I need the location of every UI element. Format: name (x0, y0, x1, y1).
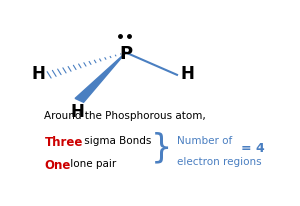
Text: Number of: Number of (177, 136, 232, 146)
Text: One: One (44, 158, 71, 171)
Text: electron regions: electron regions (177, 156, 262, 166)
Text: H: H (181, 65, 194, 83)
Text: = 4: = 4 (241, 141, 265, 154)
Text: lone pair: lone pair (67, 158, 116, 168)
Text: P: P (119, 44, 132, 62)
Polygon shape (75, 53, 126, 103)
Text: Three: Three (44, 136, 83, 149)
Text: Around the Phosphorous atom,: Around the Phosphorous atom, (44, 110, 206, 120)
Text: }: } (151, 131, 172, 164)
Text: sigma Bonds: sigma Bonds (80, 136, 151, 146)
Text: H: H (32, 65, 46, 83)
Text: H: H (70, 102, 84, 120)
